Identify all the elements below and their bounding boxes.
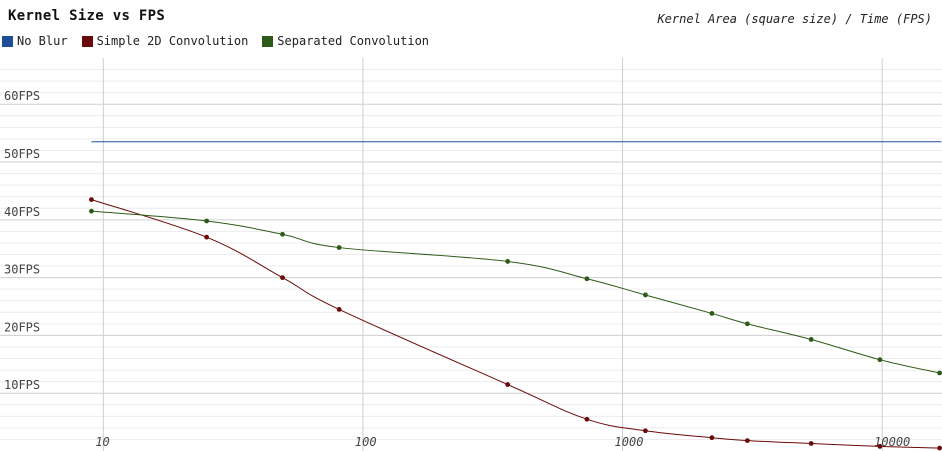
legend-label: Simple 2D Convolution — [96, 34, 249, 48]
data-point-separated-convolution — [808, 337, 814, 342]
y-tick-label: 50FPS — [4, 147, 40, 161]
y-tick-label: 30FPS — [4, 263, 40, 277]
data-point-simple-2d-convolution — [280, 275, 285, 281]
y-tick-label: 20FPS — [4, 320, 40, 334]
legend-item-simple-2d-convolution[interactable]: Simple 2D Convolution — [81, 34, 249, 48]
data-point-simple-2d-convolution — [584, 416, 590, 422]
series-line-separated-convolution — [91, 210, 940, 374]
legend-swatch — [262, 35, 274, 47]
y-tick-label: 10FPS — [4, 378, 40, 392]
data-point-separated-convolution — [204, 218, 210, 224]
data-point-simple-2d-convolution — [744, 438, 750, 443]
x-tick-label: 1000 — [615, 435, 644, 449]
data-point-simple-2d-convolution — [204, 234, 210, 240]
y-tick-label: 40FPS — [4, 205, 40, 219]
x-tick-label: 10000 — [874, 435, 910, 449]
x-tick-label: 100 — [355, 435, 377, 449]
legend-item-separated-convolution[interactable]: Separated Convolution — [262, 34, 429, 48]
data-point-separated-convolution — [280, 231, 285, 237]
data-point-simple-2d-convolution — [336, 307, 342, 312]
x-tick-label: 10 — [95, 435, 109, 449]
legend-label: Separated Convolution — [277, 34, 430, 48]
chart-title: Kernel Size vs FPS — [8, 8, 166, 24]
data-point-separated-convolution — [505, 259, 511, 264]
y-tick-label: 60FPS — [4, 89, 40, 103]
data-point-separated-convolution — [744, 321, 750, 327]
data-point-simple-2d-convolution — [808, 441, 814, 446]
data-point-separated-convolution — [643, 292, 648, 298]
data-point-simple-2d-convolution — [643, 428, 648, 434]
legend-swatch — [2, 35, 13, 47]
data-point-separated-convolution — [709, 311, 715, 316]
data-point-simple-2d-convolution — [877, 443, 883, 449]
legend-swatch — [81, 35, 93, 47]
data-point-separated-convolution — [584, 276, 590, 282]
data-point-separated-convolution — [89, 208, 94, 214]
legend: No Blur Simple 2D Convolution Separated … — [2, 34, 429, 48]
data-point-separated-convolution — [877, 357, 883, 363]
data-point-simple-2d-convolution — [89, 197, 94, 202]
legend-label: No Blur — [17, 34, 68, 48]
data-point-simple-2d-convolution — [505, 382, 511, 387]
data-point-separated-convolution — [336, 245, 342, 250]
data-point-separated-convolution — [937, 370, 942, 376]
legend-item-no-blur[interactable]: No Blur — [2, 34, 68, 48]
chart-subtitle: Kernel Area (square size) / Time (FPS) — [657, 12, 932, 26]
data-point-simple-2d-convolution — [709, 435, 715, 441]
data-point-simple-2d-convolution — [937, 445, 942, 451]
